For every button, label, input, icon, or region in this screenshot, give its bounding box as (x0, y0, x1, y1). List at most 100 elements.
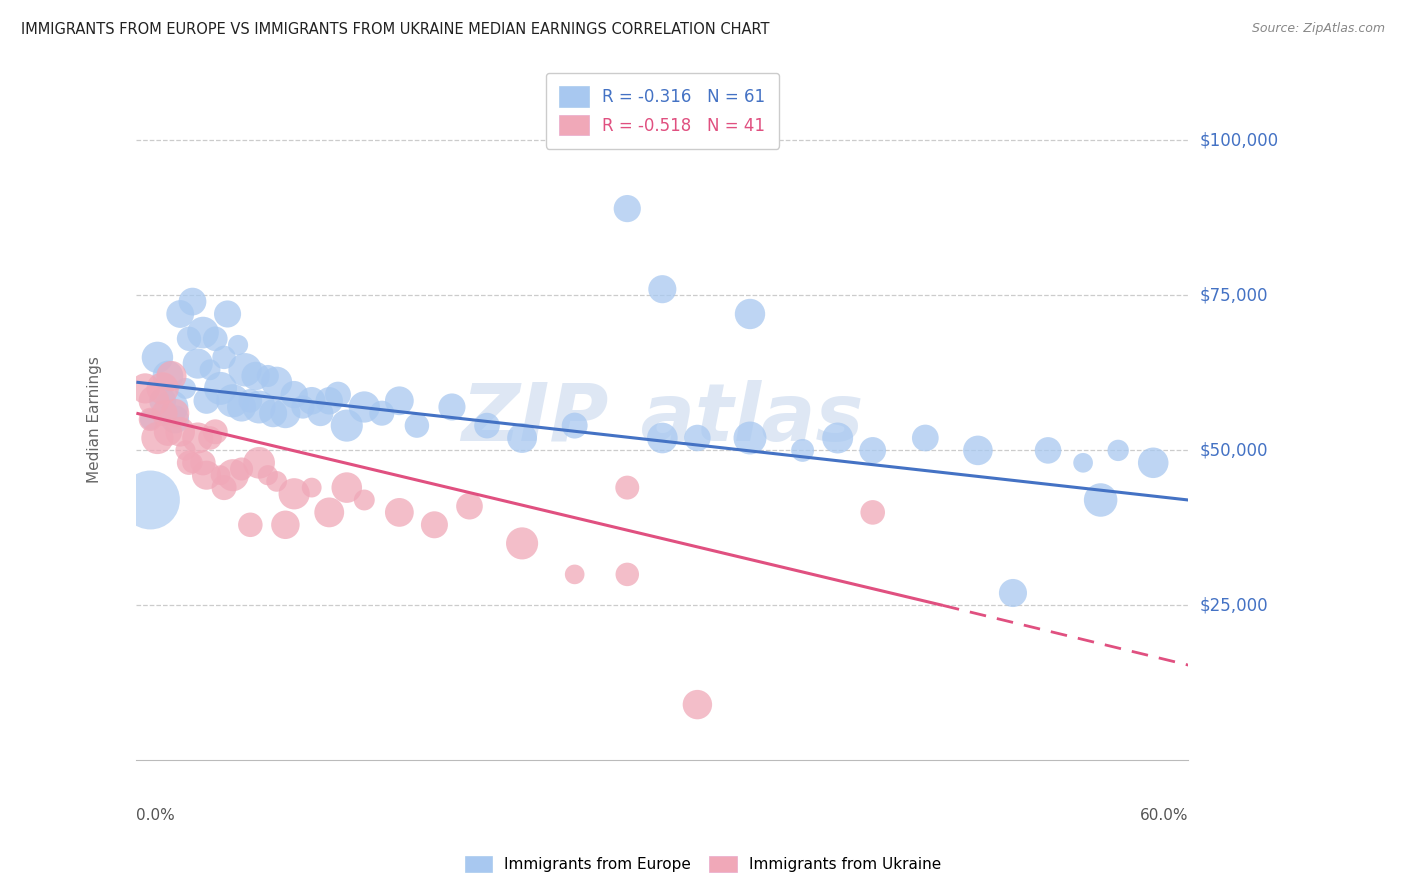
Point (336, 481, 359, 495)
Point (406, 418, 429, 433)
Point (245, 369, 267, 384)
Point (257, 468, 280, 483)
Point (283, 487, 305, 501)
Point (388, 505, 411, 519)
Point (388, 393, 411, 408)
Text: 60.0%: 60.0% (1140, 808, 1188, 823)
Point (212, 351, 235, 365)
Point (134, 381, 156, 395)
Point (247, 456, 270, 470)
Point (139, 493, 162, 508)
Point (152, 381, 174, 395)
Point (651, 282, 673, 296)
Text: $75,000: $75,000 (1199, 286, 1268, 304)
Point (1001, 586, 1024, 600)
Point (231, 400, 253, 414)
Text: Median Earnings: Median Earnings (87, 356, 101, 483)
Point (160, 369, 183, 384)
Point (139, 412, 162, 426)
Point (738, 431, 761, 445)
Point (146, 431, 169, 445)
Point (181, 456, 204, 470)
Point (163, 406, 186, 420)
Point (247, 400, 270, 414)
Point (616, 202, 638, 216)
Point (336, 418, 359, 433)
Point (217, 307, 239, 321)
Point (146, 351, 169, 365)
Point (475, 418, 498, 433)
Point (564, 567, 586, 582)
Text: $25,000: $25,000 (1199, 597, 1268, 615)
Point (177, 456, 200, 470)
Text: IMMIGRANTS FROM EUROPE VS IMMIGRANTS FROM UKRAINE MEDIAN EARNINGS CORRELATION CH: IMMIGRANTS FROM EUROPE VS IMMIGRANTS FRO… (21, 22, 769, 37)
Point (301, 481, 323, 495)
Text: ZIP  atlas: ZIP atlas (461, 380, 863, 458)
Point (1071, 456, 1094, 470)
Legend: Immigrants from Europe, Immigrants from Ukraine: Immigrants from Europe, Immigrants from … (457, 848, 949, 880)
Point (1142, 456, 1164, 470)
Text: $100,000: $100,000 (1199, 131, 1278, 149)
Point (651, 431, 673, 445)
Point (914, 431, 936, 445)
Point (209, 468, 232, 483)
Point (160, 400, 183, 414)
Point (266, 475, 288, 489)
Point (291, 400, 314, 414)
Point (169, 425, 191, 439)
Point (169, 307, 191, 321)
Point (353, 400, 375, 414)
Text: $50,000: $50,000 (1199, 442, 1268, 459)
Point (423, 517, 446, 532)
Point (1090, 493, 1112, 508)
Text: 0.0%: 0.0% (136, 808, 176, 823)
Point (156, 425, 179, 439)
Point (187, 357, 209, 371)
Point (231, 462, 253, 476)
Point (274, 406, 297, 420)
Point (226, 338, 249, 352)
Point (510, 536, 533, 550)
Point (1107, 443, 1129, 458)
Point (195, 393, 218, 408)
Point (738, 307, 761, 321)
Point (187, 431, 209, 445)
Point (266, 375, 288, 389)
Point (153, 406, 176, 420)
Point (191, 326, 214, 340)
Point (163, 412, 186, 426)
Point (177, 332, 200, 346)
Point (142, 393, 165, 408)
Point (616, 567, 638, 582)
Point (440, 400, 463, 414)
Point (564, 418, 586, 433)
Point (510, 431, 533, 445)
Point (209, 381, 232, 395)
Point (174, 381, 197, 395)
Point (204, 425, 226, 439)
Point (827, 431, 849, 445)
Point (257, 369, 280, 384)
Point (239, 517, 262, 532)
Point (222, 468, 245, 483)
Point (318, 505, 340, 519)
Point (686, 698, 709, 712)
Point (862, 443, 884, 458)
Point (616, 481, 638, 495)
Point (301, 393, 323, 408)
Point (274, 517, 297, 532)
Point (318, 393, 340, 408)
Point (458, 499, 481, 513)
Point (262, 406, 284, 420)
Point (371, 406, 394, 420)
Point (195, 468, 218, 483)
Point (239, 393, 262, 408)
Point (862, 505, 884, 519)
Point (181, 294, 204, 309)
Point (326, 387, 349, 401)
Point (233, 363, 256, 377)
Point (191, 456, 214, 470)
Point (967, 443, 990, 458)
Point (353, 493, 375, 508)
Point (686, 431, 709, 445)
